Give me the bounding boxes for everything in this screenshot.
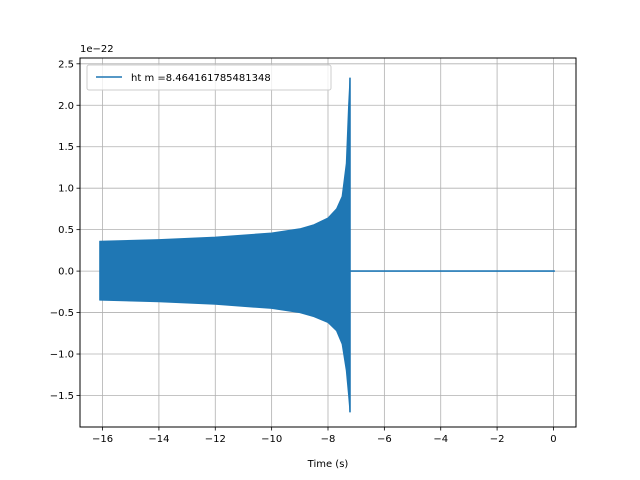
series-signal-band: [99, 77, 351, 413]
legend-box: [86, 64, 332, 91]
x-tick-label: −16: [92, 434, 113, 445]
y-tick-label: 0.5: [58, 225, 74, 236]
y-tick-label: −0.5: [50, 308, 74, 319]
y-tick-label: 1.5: [58, 142, 74, 153]
x-tick-label: −6: [377, 434, 392, 445]
y-tick-label: −1.5: [50, 391, 74, 402]
x-tick-label: −2: [490, 434, 505, 445]
legend: ht m =8.464161785481348: [86, 64, 332, 91]
x-axis-label: Time (s): [307, 459, 349, 470]
x-tick-label: −10: [261, 434, 282, 445]
y-tick-label: 0.0: [58, 267, 74, 278]
x-tick-label: −8: [321, 434, 336, 445]
x-tick-label: 0: [550, 434, 556, 445]
x-tick-label: −12: [205, 434, 226, 445]
y-tick-label: 1.0: [58, 184, 74, 195]
ticks: −16 −14 −12 −10 −8 −6 −4 −2 0 −1.5 −1.0 −0.5 0.0 0.5 1…: [50, 59, 557, 445]
x-tick-label: −4: [433, 434, 448, 445]
legend-label: ht m =8.464161785481348: [131, 73, 271, 84]
y-tick-label: −1.0: [50, 350, 74, 361]
y-tick-label: 2.5: [58, 59, 74, 70]
x-tick-label: −14: [148, 434, 169, 445]
y-tick-label: 2.0: [58, 101, 74, 112]
series-layer: [99, 77, 555, 413]
y-offset-label: 1e−22: [80, 44, 114, 55]
